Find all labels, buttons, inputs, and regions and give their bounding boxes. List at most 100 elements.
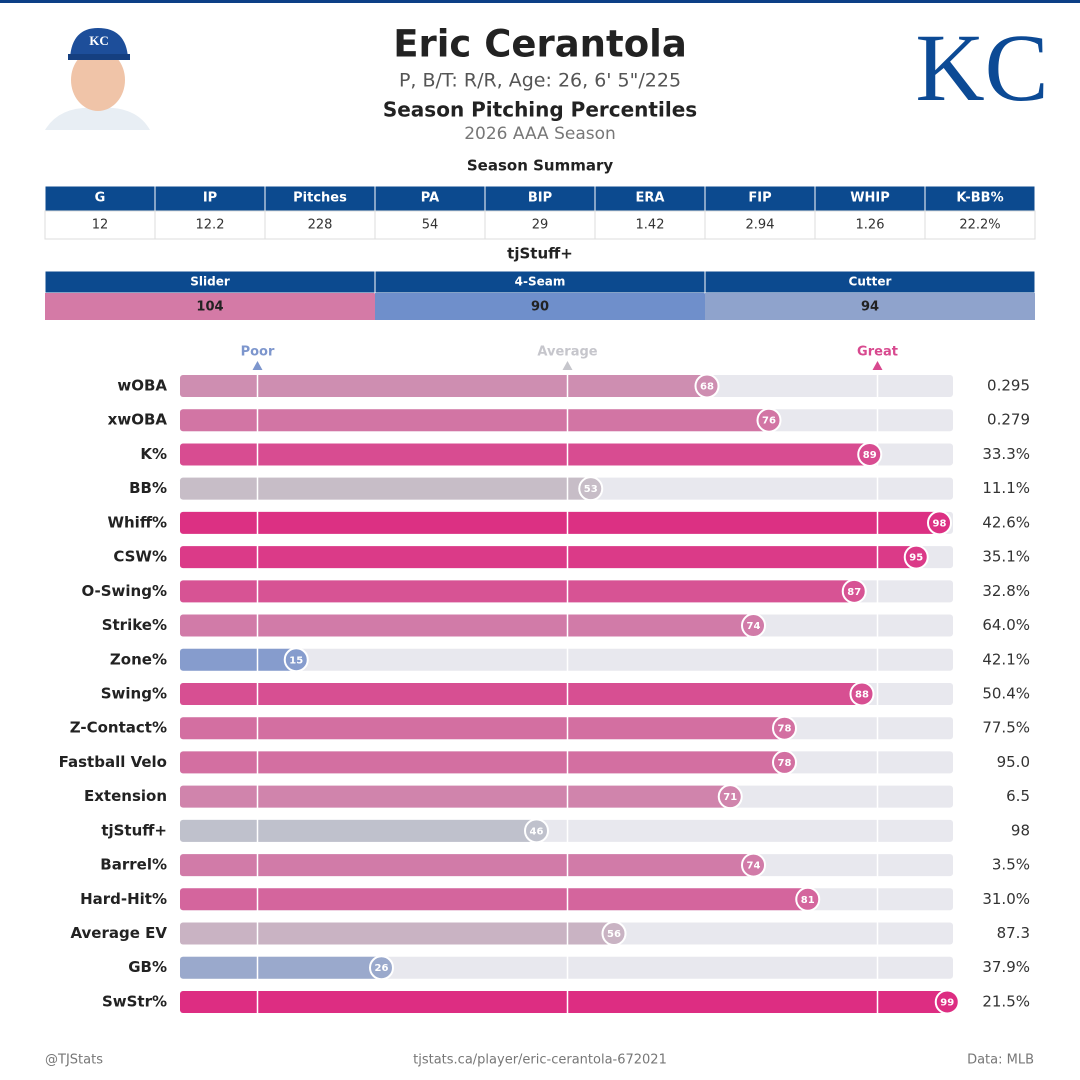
footer-right: Data: MLB (967, 1053, 1034, 1068)
percentile-dot (283, 647, 309, 673)
table-header: G (95, 191, 106, 206)
svg-text:KC: KC (89, 33, 109, 48)
metric-label: Z-Contact% (70, 719, 167, 737)
table-header: IP (203, 191, 217, 206)
table-cell (264, 210, 376, 240)
bar (180, 443, 870, 466)
table-value: 12.2 (196, 218, 225, 233)
x-tick-marker (252, 361, 263, 370)
bar (180, 717, 785, 740)
tjstuff-value: 90 (531, 300, 549, 315)
table-header: WHIP (850, 191, 890, 206)
tjstuff-cell (45, 293, 375, 320)
metric-label: Whiff% (107, 513, 167, 531)
stat-value: 98 (1011, 821, 1030, 839)
team-logo: KC (915, 14, 1048, 121)
table-value: 54 (422, 218, 439, 233)
percentile-label: 87 (847, 587, 861, 598)
bar-track (180, 648, 953, 671)
percentile-label: 76 (762, 416, 776, 427)
stat-value: 42.1% (982, 650, 1030, 668)
table-header: ERA (636, 191, 665, 206)
bar (180, 614, 754, 637)
percentile-dot (578, 476, 604, 502)
stat-value: 95.0 (997, 753, 1030, 771)
percentile-dot (741, 613, 766, 639)
table-value: 1.42 (636, 218, 665, 233)
tjstuff-cell (375, 293, 705, 320)
x-tick-label: Poor (241, 345, 275, 360)
bar (180, 375, 707, 397)
stat-value: 6.5 (1006, 787, 1030, 805)
player-bio: P, B/T: R/R, Age: 26, 6' 5"/225 (399, 70, 681, 92)
tjstuff-header: 4-Seam (515, 275, 566, 289)
metric-label: SwStr% (102, 992, 167, 1010)
table-header: BIP (528, 191, 552, 206)
stat-value: 11.1% (982, 479, 1030, 497)
percentile-label: 78 (778, 758, 792, 769)
percentile-dot (694, 373, 720, 399)
table-header-cell (814, 185, 926, 212)
percentile-dot (857, 441, 883, 467)
metric-label: Extension (84, 787, 167, 805)
bar (180, 854, 754, 877)
percentile-dot (369, 955, 394, 981)
footer-left: @TJStats (45, 1053, 103, 1068)
table-cell (154, 210, 266, 240)
bar (180, 409, 769, 432)
table-value: 2.94 (746, 218, 775, 233)
x-tick-marker (562, 361, 573, 370)
percentile-label: 56 (607, 929, 621, 940)
percentile-dot (717, 784, 743, 810)
top-rule (0, 0, 1080, 3)
bar (180, 990, 948, 1013)
bar (180, 751, 785, 774)
percentile-label: 89 (863, 450, 877, 461)
metric-label: Zone% (110, 650, 167, 668)
metric-label: wOBA (117, 377, 167, 395)
percentile-label: 74 (747, 861, 761, 872)
percentile-dot (524, 818, 549, 844)
bar (180, 580, 855, 603)
metric-label: Hard-Hit% (80, 890, 167, 908)
metric-label: Barrel% (100, 856, 167, 874)
tjstuff-header: Slider (190, 275, 230, 289)
percentile-dot (927, 510, 952, 536)
stat-value: 21.5% (982, 992, 1030, 1010)
percentile-label: 88 (855, 689, 869, 700)
percentile-label: 46 (530, 826, 544, 837)
percentile-label: 98 (933, 518, 947, 529)
metric-label: O-Swing% (81, 582, 167, 600)
table-value: 228 (308, 218, 333, 233)
tjstuff-cell (705, 293, 1035, 320)
stat-value: 64.0% (982, 616, 1030, 634)
stat-value: 42.6% (982, 513, 1030, 531)
table-value: 12 (92, 218, 109, 233)
percentile-dot (934, 989, 960, 1015)
metric-label: K% (140, 445, 167, 463)
percentile-label: 71 (723, 792, 737, 803)
percentile-dot (772, 715, 797, 741)
chart-title: Season Pitching Percentiles (383, 98, 697, 122)
table-cell (484, 210, 596, 240)
percentile-label: 74 (747, 621, 761, 632)
table-value: 1.26 (856, 218, 885, 233)
table-cell (704, 210, 816, 240)
bar (180, 477, 591, 500)
stat-value: 37.9% (982, 958, 1030, 976)
metric-label: CSW% (113, 548, 167, 566)
percentile-dot (772, 749, 797, 775)
metric-label: Swing% (101, 684, 167, 702)
percentile-dot (756, 407, 782, 433)
metric-label: GB% (128, 958, 167, 976)
stat-value: 0.295 (987, 377, 1030, 395)
summary-title: Season Summary (467, 157, 613, 175)
season-label: 2026 AAA Season (464, 124, 616, 144)
footer-center: tjstats.ca/player/eric-cerantola-672021 (413, 1053, 667, 1068)
stat-value: 3.5% (992, 856, 1030, 874)
metric-label: Average EV (70, 924, 167, 942)
table-header: K-BB% (956, 191, 1003, 206)
stat-value: 32.8% (982, 582, 1030, 600)
bar (180, 546, 917, 569)
percentile-dot (601, 921, 627, 947)
